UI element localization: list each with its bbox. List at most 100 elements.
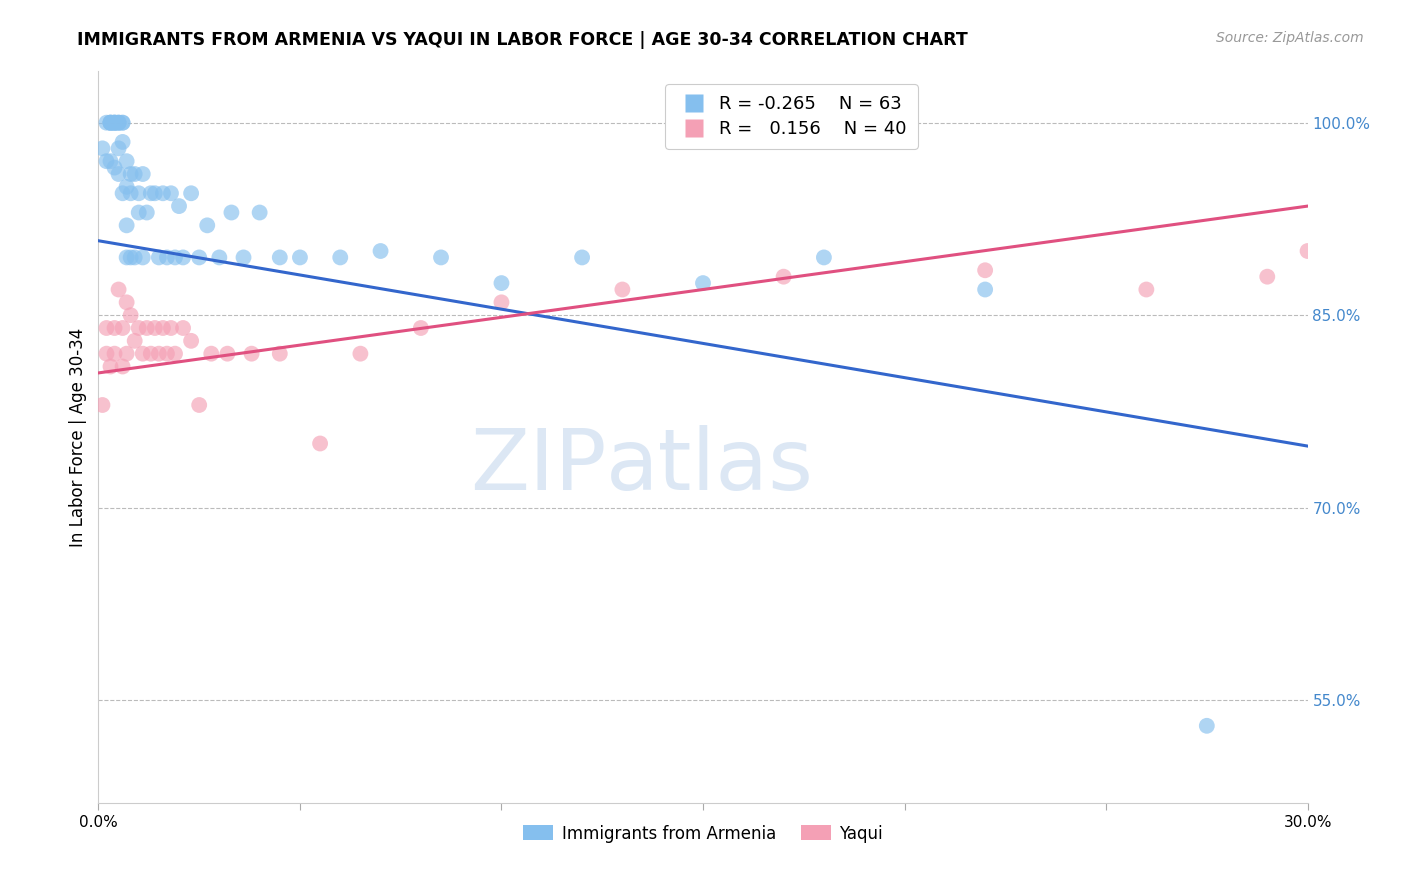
Point xyxy=(103,346,125,360)
Point xyxy=(288,251,311,265)
Point xyxy=(91,141,114,155)
Point xyxy=(124,251,146,265)
Point xyxy=(103,161,125,175)
Point xyxy=(111,116,134,130)
Point xyxy=(135,321,157,335)
Point xyxy=(135,205,157,219)
Point xyxy=(813,251,835,265)
Text: ZIP: ZIP xyxy=(470,425,606,508)
Point xyxy=(1296,244,1319,258)
Point xyxy=(107,167,129,181)
Point xyxy=(115,251,138,265)
Point xyxy=(103,321,125,335)
Point xyxy=(974,263,997,277)
Point xyxy=(115,154,138,169)
Point xyxy=(172,251,194,265)
Point xyxy=(160,321,183,335)
Point xyxy=(349,346,371,360)
Point xyxy=(172,321,194,335)
Point xyxy=(143,186,166,201)
Point xyxy=(692,276,714,290)
Point xyxy=(107,116,129,130)
Point xyxy=(96,346,118,360)
Point xyxy=(180,186,202,201)
Point xyxy=(115,219,138,233)
Point xyxy=(107,116,129,130)
Point xyxy=(124,334,146,348)
Point xyxy=(111,186,134,201)
Point xyxy=(91,398,114,412)
Text: atlas: atlas xyxy=(606,425,814,508)
Point xyxy=(1195,719,1218,733)
Point xyxy=(103,116,125,130)
Point xyxy=(180,334,202,348)
Point xyxy=(974,283,997,297)
Point xyxy=(1256,269,1278,284)
Point xyxy=(111,321,134,335)
Point xyxy=(430,251,453,265)
Point xyxy=(240,346,263,360)
Point xyxy=(491,295,513,310)
Point xyxy=(139,186,162,201)
Point xyxy=(160,186,183,201)
Point xyxy=(491,276,513,290)
Point xyxy=(111,359,134,374)
Y-axis label: In Labor Force | Age 30-34: In Labor Force | Age 30-34 xyxy=(69,327,87,547)
Point xyxy=(152,321,174,335)
Point xyxy=(143,321,166,335)
Point xyxy=(124,167,146,181)
Point xyxy=(772,269,794,284)
Point xyxy=(100,116,122,130)
Point xyxy=(309,436,332,450)
Point xyxy=(132,346,155,360)
Point xyxy=(156,251,179,265)
Point xyxy=(329,251,352,265)
Point xyxy=(221,205,243,219)
Point xyxy=(120,251,142,265)
Point xyxy=(132,251,155,265)
Point xyxy=(107,141,129,155)
Point xyxy=(148,346,170,360)
Point xyxy=(100,116,122,130)
Point xyxy=(208,251,231,265)
Point xyxy=(107,283,129,297)
Point xyxy=(139,346,162,360)
Point xyxy=(571,251,593,265)
Point xyxy=(111,135,134,149)
Point xyxy=(409,321,432,335)
Point xyxy=(163,346,186,360)
Point xyxy=(128,205,150,219)
Point xyxy=(107,116,129,130)
Point xyxy=(269,346,291,360)
Point xyxy=(103,116,125,130)
Point xyxy=(96,116,118,130)
Point xyxy=(120,308,142,322)
Point xyxy=(188,251,211,265)
Point xyxy=(249,205,271,219)
Point xyxy=(232,251,254,265)
Point xyxy=(115,179,138,194)
Point xyxy=(148,251,170,265)
Point xyxy=(200,346,222,360)
Point xyxy=(115,346,138,360)
Point xyxy=(612,283,634,297)
Point xyxy=(96,154,118,169)
Point xyxy=(217,346,239,360)
Point xyxy=(188,398,211,412)
Point xyxy=(103,116,125,130)
Point xyxy=(152,186,174,201)
Point xyxy=(167,199,190,213)
Point xyxy=(132,167,155,181)
Point xyxy=(156,346,179,360)
Legend: Immigrants from Armenia, Yaqui: Immigrants from Armenia, Yaqui xyxy=(516,818,890,849)
Point xyxy=(163,251,186,265)
Point xyxy=(128,186,150,201)
Text: IMMIGRANTS FROM ARMENIA VS YAQUI IN LABOR FORCE | AGE 30-34 CORRELATION CHART: IMMIGRANTS FROM ARMENIA VS YAQUI IN LABO… xyxy=(77,31,969,49)
Point xyxy=(100,154,122,169)
Point xyxy=(195,219,218,233)
Point xyxy=(111,116,134,130)
Point xyxy=(100,116,122,130)
Point xyxy=(100,116,122,130)
Point xyxy=(128,321,150,335)
Point xyxy=(1135,283,1157,297)
